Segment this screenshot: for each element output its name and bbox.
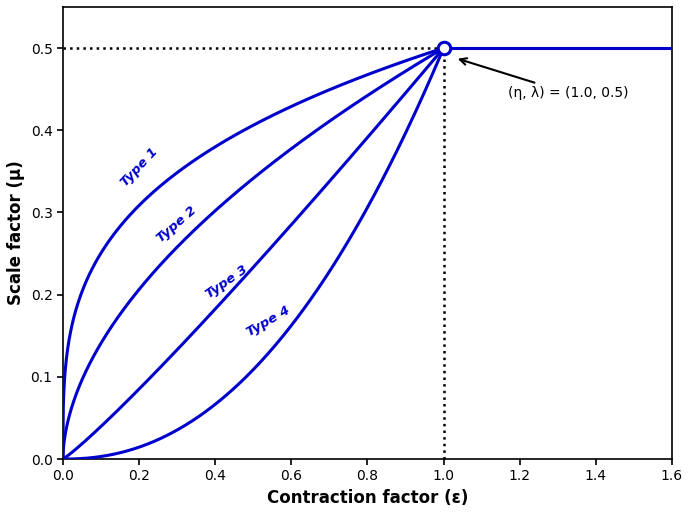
- X-axis label: Contraction factor (ε): Contraction factor (ε): [267, 489, 468, 507]
- Y-axis label: Scale factor (μ): Scale factor (μ): [7, 161, 25, 305]
- Text: Type 4: Type 4: [244, 303, 293, 339]
- Text: Type 1: Type 1: [118, 145, 160, 189]
- Text: (η, λ) = (1.0, 0.5): (η, λ) = (1.0, 0.5): [460, 58, 629, 100]
- Text: Type 3: Type 3: [204, 263, 250, 301]
- Text: Type 2: Type 2: [155, 204, 199, 245]
